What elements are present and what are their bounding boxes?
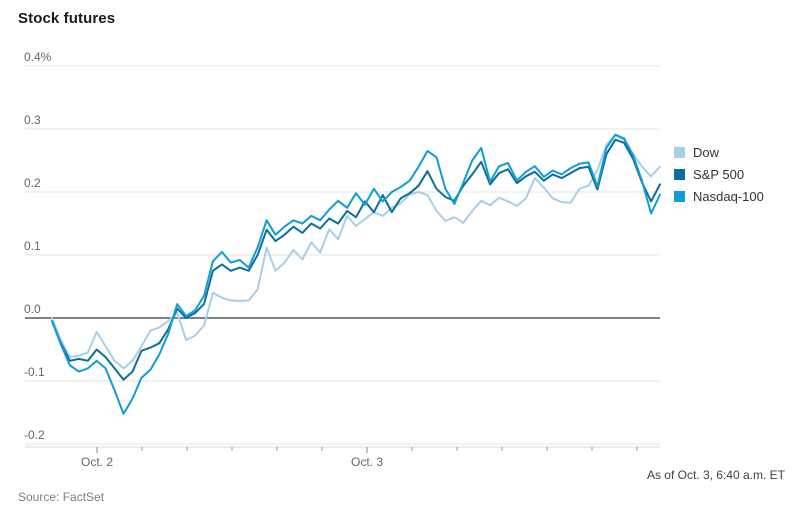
y-tick-label: -0.1 — [24, 365, 45, 379]
y-tick-label: 0.2 — [24, 176, 41, 190]
chart-title: Stock futures — [18, 10, 116, 27]
y-tick-label: -0.2 — [24, 428, 45, 442]
as-of-timestamp: As of Oct. 3, 6:40 a.m. ET — [646, 468, 785, 482]
x-tick-label: Oct. 2 — [81, 455, 113, 469]
series-line-s-p-500 — [51, 138, 661, 381]
x-tick-label: Oct. 3 — [351, 455, 383, 469]
legend-label-nasdaq: Nasdaq-100 — [693, 189, 764, 204]
series-line-nasdaq-100 — [51, 133, 661, 415]
y-axis-labels: 0.4% 0.3 0.2 0.1 0.0 -0.1 -0.2 — [24, 50, 52, 442]
y-tick-label: 0.3 — [24, 113, 41, 127]
gridlines — [25, 65, 660, 445]
legend: Dow S&P 500 Nasdaq-100 — [674, 145, 764, 204]
legend-label-sp500: S&P 500 — [693, 167, 745, 182]
legend-label-dow: Dow — [693, 145, 720, 160]
source-attribution: Source: FactSet — [18, 490, 105, 504]
legend-item-sp500: S&P 500 — [674, 167, 764, 182]
y-tick-label: 0.1 — [24, 239, 41, 253]
sp500-color-swatch — [674, 169, 685, 180]
x-axis: Oct. 2 Oct. 3 — [25, 446, 660, 469]
nasdaq-color-swatch — [674, 191, 685, 202]
series-lines — [51, 133, 661, 415]
dow-color-swatch — [674, 147, 685, 158]
y-tick-label: 0.0 — [24, 302, 41, 316]
legend-item-dow: Dow — [674, 145, 764, 160]
series-line-dow — [51, 134, 661, 370]
y-tick-label: 0.4% — [24, 50, 52, 64]
legend-item-nasdaq: Nasdaq-100 — [674, 189, 764, 204]
